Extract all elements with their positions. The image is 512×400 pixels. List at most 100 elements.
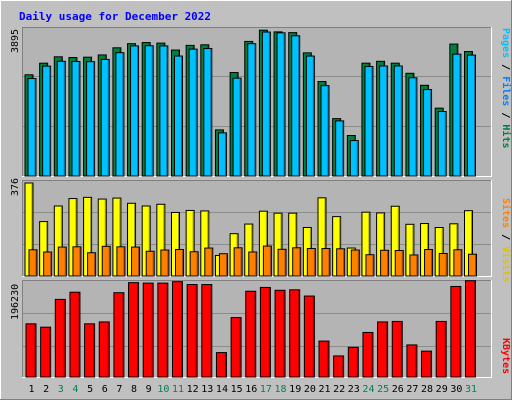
sites-bar (262, 245, 272, 277)
panel-visits-bars (24, 182, 477, 277)
sites-bar (336, 248, 346, 277)
kbytes-bar (347, 346, 359, 378)
files-bar (232, 77, 242, 177)
legend-pages: Pages (500, 28, 511, 58)
sites-bar (101, 245, 111, 277)
kbytes-bar (25, 323, 37, 378)
kbytes-bar (421, 350, 433, 378)
day-label: 3 (58, 384, 64, 395)
sites-bar (131, 246, 141, 277)
files-bar (100, 58, 110, 177)
panel-kbytes-legend: KBytes (500, 338, 511, 374)
files-bar (247, 43, 257, 177)
kbytes-bar (450, 285, 462, 378)
kbytes-bar (142, 282, 154, 378)
sites-bar (394, 250, 404, 277)
kbytes-bar (98, 321, 110, 378)
sites-bar (277, 248, 287, 277)
sites-bar (233, 247, 243, 277)
files-bar (379, 65, 389, 177)
sites-bar (218, 253, 228, 277)
sites-bar (424, 249, 434, 277)
files-bar (130, 45, 140, 177)
kbytes-bar (333, 355, 345, 378)
files-bar (71, 60, 81, 177)
sites-bar (145, 250, 155, 277)
sites-bar (292, 247, 302, 277)
files-bar (27, 78, 37, 177)
day-label: 26 (392, 384, 404, 395)
legend-sep-1: / (500, 64, 511, 70)
kbytes-bar (259, 286, 271, 378)
panel-kbytes-ymax-label: 196230 (10, 284, 21, 320)
kbytes-bar (377, 321, 389, 378)
files-bar (188, 48, 198, 177)
files-bar (86, 61, 96, 177)
legend-sep-2: / (500, 112, 511, 118)
day-label: 5 (87, 384, 93, 395)
panel-hits-legend: Pages / Files / Hits (500, 28, 512, 149)
files-bar (364, 66, 374, 177)
files-bar (437, 111, 447, 177)
panel-visits-sites: 376 Sites / Visits (10, 178, 512, 282)
panel-visits-legend: Sites / Visits (500, 198, 512, 282)
day-label: 4 (72, 384, 78, 395)
day-label: 7 (116, 384, 122, 395)
sites-bar (350, 249, 360, 277)
kbytes-bar (435, 320, 447, 378)
day-label: 31 (465, 384, 477, 395)
files-bar (115, 52, 125, 177)
kbytes-bar (128, 282, 140, 378)
day-label: 25 (377, 384, 389, 395)
sites-bar (409, 254, 419, 277)
panel-hits-bars (24, 29, 476, 177)
files-bar (276, 32, 286, 177)
kbytes-bar (186, 284, 198, 378)
sites-bar (189, 251, 199, 277)
legend-visits: Visits (500, 246, 512, 282)
kbytes-bar (215, 352, 227, 378)
sites-bar (72, 246, 82, 277)
kbytes-bar (157, 282, 169, 378)
files-bar (203, 48, 213, 177)
files-bar (305, 55, 315, 177)
kbytes-bar (84, 323, 96, 378)
day-label: 21 (318, 384, 330, 395)
kbytes-bar (230, 317, 242, 378)
legend-files: Files (500, 76, 512, 106)
day-label: 13 (201, 384, 213, 395)
files-bar (452, 53, 462, 177)
files-bar (320, 85, 330, 177)
day-label: 2 (43, 384, 49, 395)
kbytes-bar (113, 292, 125, 378)
kbytes-bar (245, 290, 257, 378)
files-bar (408, 77, 418, 177)
kbytes-bar (172, 281, 183, 378)
legend-sep-3: / (500, 234, 511, 240)
kbytes-bar (303, 295, 315, 378)
files-bar (349, 140, 359, 177)
kbytes-bar (40, 326, 52, 378)
day-label: 12 (187, 384, 199, 395)
sites-bar (321, 248, 331, 277)
day-label: 30 (450, 384, 462, 395)
sites-bar (248, 251, 258, 277)
day-label: 9 (146, 384, 152, 395)
legend-kbytes: KBytes (500, 338, 511, 374)
files-bar (144, 45, 154, 177)
panel-kbytes-bars (25, 280, 476, 378)
day-label: 1 (28, 384, 34, 395)
files-bar (467, 54, 476, 177)
sites-bar (87, 252, 97, 277)
day-label: 23 (348, 384, 360, 395)
panel-hits-ymax-label: 3895 (10, 29, 21, 53)
panel-hits-files-pages: 3895 Pages / Files / Hits (10, 27, 512, 177)
day-label: 15 (231, 384, 243, 395)
sites-bar (43, 251, 53, 277)
day-label: 14 (216, 384, 228, 395)
files-bar (393, 65, 403, 177)
legend-hits: Hits (500, 124, 512, 148)
files-bar (174, 55, 183, 177)
kbytes-bar (318, 340, 330, 378)
